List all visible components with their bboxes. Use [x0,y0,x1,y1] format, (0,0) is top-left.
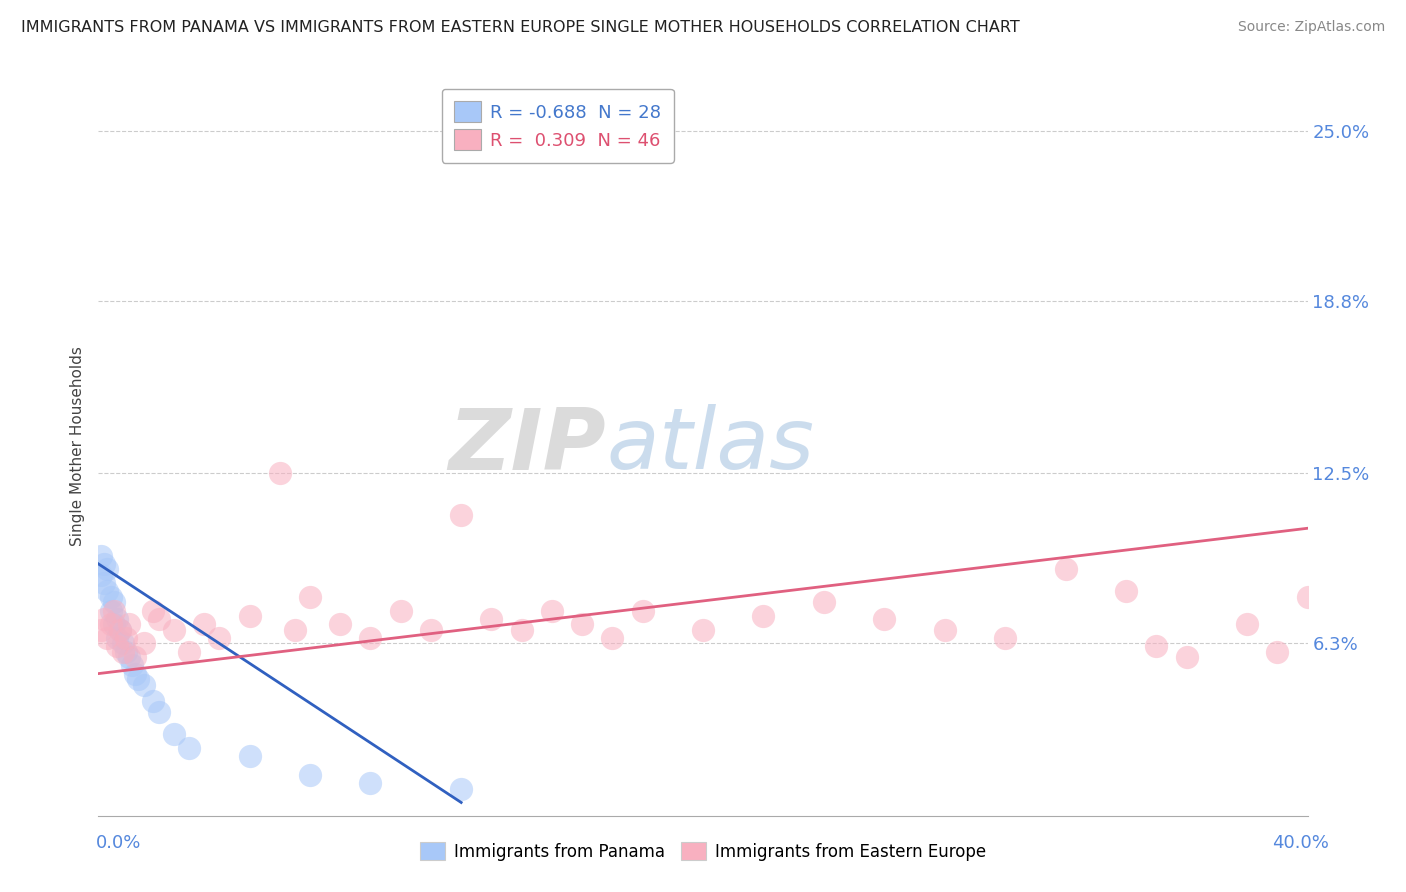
Point [1296,590,1319,604]
Text: 0.0%: 0.0% [96,834,141,852]
Y-axis label: Single Mother Households: Single Mother Households [69,346,84,546]
Point [631,603,654,617]
Point [163,727,186,741]
Point [299,768,322,782]
Point [481,612,503,626]
Point [1236,617,1258,632]
Legend: Immigrants from Panama, Immigrants from Eastern Europe: Immigrants from Panama, Immigrants from … [413,836,993,868]
Point [127,672,149,686]
Point [142,694,165,708]
Point [100,590,122,604]
Point [1144,639,1167,653]
Point [602,631,624,645]
Point [299,590,322,604]
Point [118,617,141,632]
Point [103,617,125,632]
Point [103,603,125,617]
Point [108,623,131,637]
Point [111,636,134,650]
Point [142,603,165,617]
Point [389,603,412,617]
Point [571,617,593,632]
Point [96,584,118,599]
Point [100,603,122,617]
Point [360,631,382,645]
Point [114,645,136,659]
Point [994,631,1017,645]
Point [105,612,128,626]
Point [1054,562,1077,576]
Point [148,612,170,626]
Legend: R = -0.688  N = 28, R =  0.309  N = 46: R = -0.688 N = 28, R = 0.309 N = 46 [441,88,673,162]
Point [179,740,201,755]
Text: atlas: atlas [606,404,814,488]
Point [90,567,112,582]
Text: ZIP: ZIP [449,404,606,488]
Text: IMMIGRANTS FROM PANAMA VS IMMIGRANTS FROM EASTERN EUROPE SINGLE MOTHER HOUSEHOLD: IMMIGRANTS FROM PANAMA VS IMMIGRANTS FRO… [21,20,1019,35]
Point [269,467,291,481]
Point [540,603,562,617]
Point [132,677,155,691]
Point [934,623,956,637]
Point [360,776,382,790]
Point [132,636,155,650]
Text: Source: ZipAtlas.com: Source: ZipAtlas.com [1237,20,1385,34]
Point [179,645,201,659]
Point [96,562,118,576]
Point [692,623,714,637]
Point [163,623,186,637]
Point [100,617,122,632]
Point [148,705,170,719]
Point [873,612,896,626]
Point [114,631,136,645]
Point [118,650,141,665]
Point [239,609,262,624]
Point [105,639,128,653]
Point [108,623,131,637]
Point [93,612,115,626]
Point [420,623,443,637]
Point [103,595,125,609]
Point [1175,650,1198,665]
Point [111,645,134,659]
Point [121,658,143,673]
Point [93,557,115,571]
Point [90,549,112,563]
Point [813,595,835,609]
Point [208,631,231,645]
Point [1267,645,1289,659]
Point [105,631,128,645]
Point [124,666,146,681]
Point [284,623,307,637]
Point [93,576,115,591]
Point [752,609,775,624]
Point [96,631,118,645]
Point [1115,584,1137,599]
Point [193,617,215,632]
Point [124,650,146,665]
Point [510,623,533,637]
Point [450,781,472,796]
Point [329,617,352,632]
Point [90,623,112,637]
Point [450,508,472,522]
Text: 40.0%: 40.0% [1272,834,1329,852]
Point [239,748,262,763]
